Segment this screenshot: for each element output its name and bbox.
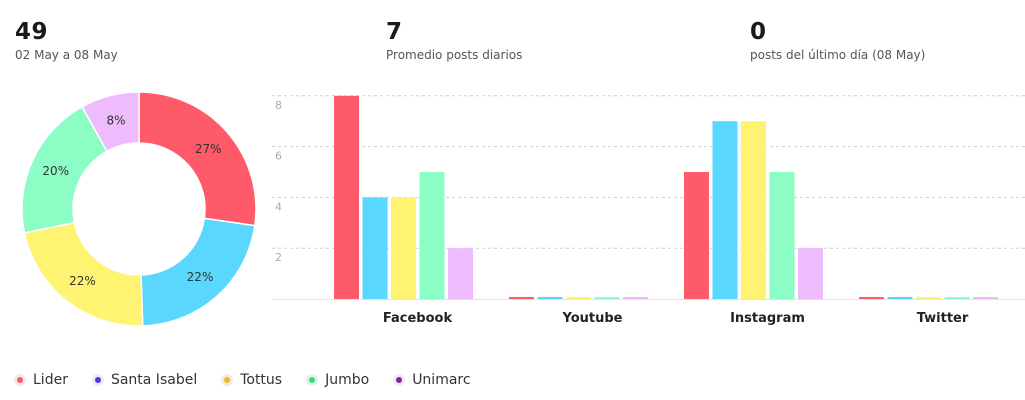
bar-twitter-unimarc[interactable] (973, 297, 998, 299)
donut-slice-unimarc[interactable] (81, 91, 140, 153)
last-day-value: 0 (750, 19, 767, 45)
bar-facebook-jumbo[interactable] (419, 172, 445, 299)
bar-facebook-tottus[interactable] (391, 197, 416, 299)
legend-dot (396, 377, 403, 383)
legend-marker (393, 374, 406, 386)
donut-slice-tottus[interactable] (23, 221, 144, 327)
last-day-stat: 0 posts del último día (08 May) (750, 18, 925, 62)
y-tick-label: 8 (275, 99, 282, 112)
bar-instagram-lider[interactable] (684, 172, 709, 299)
legend-item-tottus[interactable]: Tottus (221, 372, 282, 388)
legend-item-lider[interactable]: Lider (14, 372, 68, 388)
legend-label: Jumbo (325, 372, 370, 388)
legend-marker (306, 374, 319, 386)
y-tick-label: 6 (275, 150, 282, 163)
legend-dot (17, 377, 23, 383)
donut-chart: 27% 22% 22% 20% 8% (21, 91, 257, 327)
bar-twitter-lider[interactable] (859, 297, 884, 299)
date-range-label: 02 May a 08 May (15, 48, 118, 62)
legend-label: Tottus (240, 372, 283, 388)
legend-label: Lider (33, 372, 68, 388)
legend-marker (91, 374, 104, 386)
bar-twitter-tottus[interactable] (916, 297, 941, 299)
bar-instagram-tottus[interactable] (741, 121, 766, 299)
x-tick-label: Instagram (730, 311, 805, 326)
bar-instagram-unimarc[interactable] (798, 248, 823, 299)
bar-instagram-jumbo[interactable] (769, 172, 795, 299)
donut-slice-label: 22% (187, 270, 214, 284)
legend-dot (224, 377, 231, 383)
legend-label: Unimarc (412, 372, 471, 388)
total-posts-value: 49 (15, 19, 49, 45)
x-tick-label: Twitter (917, 311, 969, 326)
legend-item-jumbo[interactable]: Jumbo (306, 372, 369, 388)
y-tick-label: 4 (275, 200, 282, 213)
bar-twitter-jumbo[interactable] (944, 297, 970, 299)
donut-slice-label: 8% (106, 113, 125, 127)
legend-marker (14, 374, 26, 386)
bar-twitter-santa-isabel[interactable] (887, 297, 913, 299)
legend-marker (221, 374, 234, 386)
bar-youtube-unimarc[interactable] (623, 297, 648, 299)
donut-slice-label: 27% (195, 142, 222, 156)
bar-youtube-santa-isabel[interactable] (537, 297, 563, 299)
daily-average-value: 7 (386, 19, 403, 45)
daily-average-label: Promedio posts diarios (386, 48, 523, 62)
legend-item-unimarc[interactable]: Unimarc (393, 372, 471, 388)
legend-label: Santa Isabel (110, 372, 198, 388)
donut-slice-lider[interactable] (138, 91, 257, 227)
legend-dot (309, 377, 316, 383)
legend: Lider Santa Isabel Tottus Jumbo Unimarc (14, 372, 471, 388)
bar-youtube-jumbo[interactable] (594, 297, 620, 299)
y-tick-label: 2 (275, 251, 282, 264)
donut-slice-label: 22% (69, 274, 96, 288)
x-tick-label: Youtube (562, 311, 623, 326)
bar-facebook-unimarc[interactable] (448, 248, 473, 299)
total-posts-stat: 49 02 May a 08 May (15, 18, 118, 62)
donut-slice-santa-isabel[interactable] (140, 217, 256, 327)
bar-facebook-santa-isabel[interactable] (362, 197, 388, 299)
bar-youtube-lider[interactable] (509, 297, 534, 299)
bar-instagram-santa-isabel[interactable] (712, 121, 738, 299)
bar-chart: 2 4 6 8 Facebook Youtube Instagram Twitter (272, 95, 1025, 326)
legend-dot (94, 377, 101, 383)
daily-average-stat: 7 Promedio posts diarios (386, 18, 522, 62)
last-day-label: posts del último día (08 May) (750, 48, 926, 62)
x-tick-label: Facebook (383, 311, 453, 326)
legend-item-santa-isabel[interactable]: Santa Isabel (91, 372, 198, 388)
bar-facebook-lider[interactable] (334, 95, 359, 299)
bar-youtube-tottus[interactable] (566, 297, 591, 299)
donut-slice-label: 20% (42, 164, 69, 178)
